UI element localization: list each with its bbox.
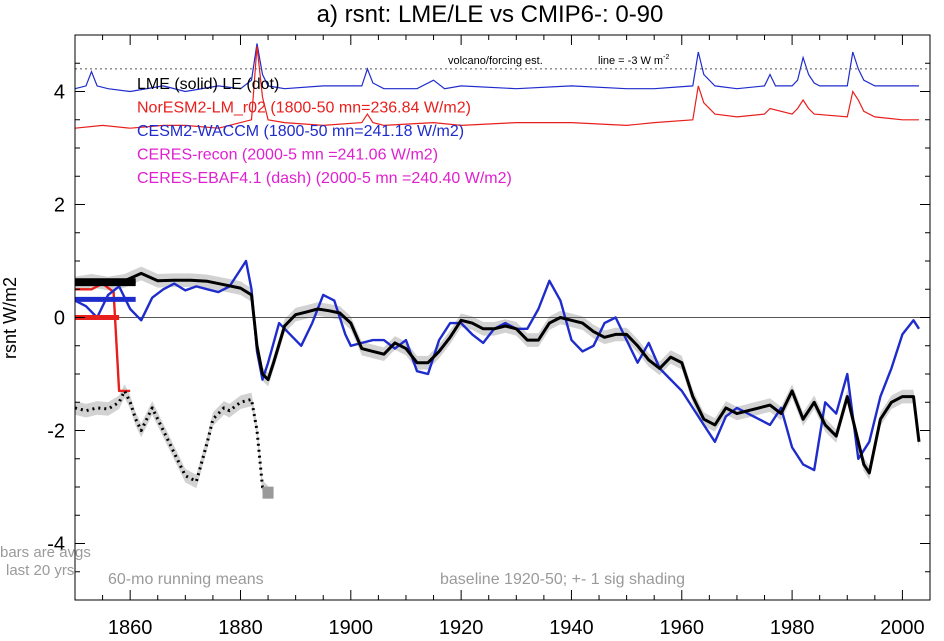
legend: LME (solid) LE (dot) NorESM2-LM_r02 (1800…	[137, 76, 512, 187]
series-cesm2-waccm	[74, 259, 921, 472]
bars-note-line1: bars are avgs	[0, 544, 91, 561]
x-tick-label: 1980	[770, 617, 815, 639]
legend-entry: NorESM2-LM_r02 (1800-50 mn=236.84 W/m2)	[137, 100, 471, 117]
y-axis-ticks: 4 2 0 -2 -4	[47, 34, 930, 601]
forcing-red-line	[74, 46, 919, 129]
line-annotation: line = -3 W m-2	[598, 54, 669, 67]
x-tick-label: 1900	[329, 617, 374, 639]
legend-entry: LME (solid) LE (dot)	[137, 76, 279, 93]
shading-le	[75, 384, 269, 500]
running-means-note: 60-mo running means	[108, 571, 264, 588]
bars-note-line2: last 20 yrs	[6, 562, 74, 579]
x-tick-label: 1960	[660, 617, 705, 639]
forcing-lines	[74, 43, 919, 129]
confidence-shading	[75, 266, 919, 500]
y-tick-label: -2	[47, 421, 65, 443]
baseline-note: baseline 1920-50; +- 1 sig shading	[440, 571, 685, 588]
x-tick-label: 1940	[549, 617, 594, 639]
y-tick-label: 2	[54, 195, 65, 217]
y-tick-label: 0	[54, 308, 65, 330]
average-bars	[75, 278, 274, 499]
chart-title: a) rsnt: LME/LE vs CMIP6-: 0-90	[317, 1, 664, 28]
y-tick-label: -4	[47, 534, 65, 556]
data-series	[74, 259, 921, 494]
x-tick-label: 1920	[439, 617, 484, 639]
x-axis-ticks: 1860 1880 1900 1920 1940 1960 1980 2000	[74, 35, 931, 639]
reference-line	[75, 68, 930, 318]
y-axis-label: rsnt W/m2	[0, 277, 20, 359]
shading-lme	[75, 266, 919, 480]
legend-entry: CESM2-WACCM (1800-50 mn=241.18 W/m2)	[137, 123, 464, 140]
forcing-blue-line	[74, 43, 919, 93]
x-tick-label: 1880	[218, 617, 263, 639]
x-tick-label: 1860	[108, 617, 153, 639]
legend-entry: CERES-EBAF4.1 (dash) (2000-5 mn =240.40 …	[137, 170, 512, 187]
series-lme	[74, 271, 921, 475]
y-tick-label: 4	[54, 82, 65, 104]
volcano-annotation: volcano/forcing est.	[448, 55, 543, 67]
series-le-dot	[74, 389, 270, 494]
x-tick-label: 2000	[880, 617, 925, 639]
legend-entry: CERES-recon (2000-5 mn =241.06 W/m2)	[137, 147, 438, 164]
